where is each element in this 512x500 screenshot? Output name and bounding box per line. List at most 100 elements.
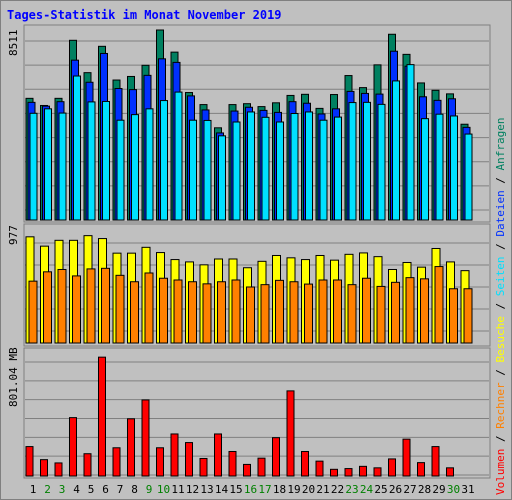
day-label: 19: [287, 483, 300, 496]
volumen-bar: [228, 450, 237, 477]
rechner-bar: [72, 275, 81, 344]
rechner-bar: [188, 281, 197, 344]
day-label: 1: [30, 483, 37, 496]
rechner-bar: [246, 286, 255, 344]
day-label: 2: [44, 483, 51, 496]
seiten-bar: [421, 118, 429, 221]
day-label: 6: [102, 483, 109, 496]
rechner-bar: [217, 281, 226, 344]
volumen-bar: [388, 458, 396, 477]
rechner-bar: [449, 288, 458, 344]
legend-entry: Dateien: [494, 190, 507, 236]
day-label: 12: [186, 483, 199, 496]
seiten-bar: [116, 119, 125, 221]
day-label: 30: [447, 483, 460, 496]
legend-separator: /: [494, 296, 507, 316]
day-label: 14: [215, 483, 229, 496]
legend-entry: Anfragen: [494, 117, 507, 170]
rechner-bar: [101, 267, 110, 344]
day-label: 3: [59, 483, 66, 496]
rechner-bar: [463, 288, 473, 344]
volumen-bar: [446, 467, 454, 477]
day-label: 21: [316, 483, 329, 496]
day-label: 10: [157, 483, 170, 496]
rechner-bar: [434, 266, 444, 344]
volumen-bar: [98, 356, 106, 477]
seiten-bar: [29, 112, 38, 221]
day-label: 15: [229, 483, 242, 496]
day-label: 22: [331, 483, 344, 496]
day-label: 5: [88, 483, 95, 496]
seiten-bar: [232, 121, 241, 221]
day-label: 31: [461, 483, 474, 496]
rechner-bar: [231, 279, 241, 344]
day-label: 16: [244, 483, 257, 496]
seiten-bar: [435, 113, 444, 221]
seiten-bar: [450, 115, 458, 221]
rechner-bar: [43, 271, 52, 344]
day-label: 29: [432, 483, 445, 496]
volumen-bar: [156, 447, 164, 477]
volumen-bar: [112, 447, 121, 477]
day-label: 23: [345, 483, 358, 496]
day-label: 13: [200, 483, 213, 496]
seiten-bar: [131, 114, 139, 221]
rechner-bar: [391, 281, 400, 344]
visits-max-label: 977: [7, 225, 20, 245]
rechner-bar: [144, 272, 154, 344]
seiten-bar: [73, 75, 81, 221]
volumen-bar: [402, 438, 411, 477]
volumen-bar: [243, 463, 251, 477]
day-label: 25: [374, 483, 387, 496]
rechner-bar: [362, 277, 371, 344]
seiten-bar: [319, 119, 328, 221]
seiten-bar: [464, 133, 473, 221]
rechner-bar: [289, 281, 299, 344]
seiten-bar: [218, 135, 226, 221]
volumen-bar: [170, 433, 179, 477]
seiten-bar: [189, 119, 197, 221]
volumen-bar: [315, 460, 324, 477]
rechner-bar: [420, 278, 429, 344]
rechner-bar: [318, 279, 328, 344]
rechner-bar: [130, 281, 139, 344]
seiten-bar: [102, 100, 110, 221]
legend: Volumen / Rechner / Besuche / Seiten / D…: [494, 117, 507, 495]
volumen-bar: [127, 418, 135, 477]
volumen-bar: [40, 459, 48, 477]
seiten-bar: [334, 116, 342, 221]
day-label: 17: [258, 483, 271, 496]
volumen-bar: [185, 442, 193, 477]
seiten-bar: [44, 108, 52, 221]
rechner-bar: [173, 279, 183, 344]
seiten-bar: [392, 80, 400, 221]
rechner-bar: [405, 277, 415, 344]
day-label: 4: [73, 483, 80, 496]
volumen-bar: [257, 457, 266, 477]
seiten-bar: [58, 112, 67, 221]
seiten-bar: [406, 64, 415, 221]
seiten-bar: [290, 113, 299, 221]
day-label: 8: [131, 483, 138, 496]
volumen-bar: [344, 468, 353, 477]
rechner-bar: [376, 285, 386, 344]
seiten-bar: [261, 116, 270, 221]
seiten-bar: [203, 119, 212, 221]
legend-separator: /: [494, 429, 507, 449]
day-label: 24: [360, 483, 374, 496]
volumen-bar: [359, 465, 367, 477]
panel-1-frame: [23, 24, 491, 223]
legend-entry: Rechner: [494, 382, 507, 429]
day-label: 27: [403, 483, 416, 496]
volumen-bar: [286, 390, 295, 477]
rechner-bar: [57, 268, 67, 344]
hits-max-label: 8511: [7, 30, 20, 57]
seiten-bar: [160, 100, 168, 221]
seiten-bar: [363, 101, 371, 221]
panel-3-frame: [23, 347, 491, 479]
volumen-bar: [199, 457, 208, 477]
volumen-bar: [330, 468, 338, 477]
legend-entry: Volumen: [494, 449, 507, 495]
chart-title: Tages-Statistik im Monat November 2019: [7, 8, 282, 22]
day-label: 28: [418, 483, 431, 496]
